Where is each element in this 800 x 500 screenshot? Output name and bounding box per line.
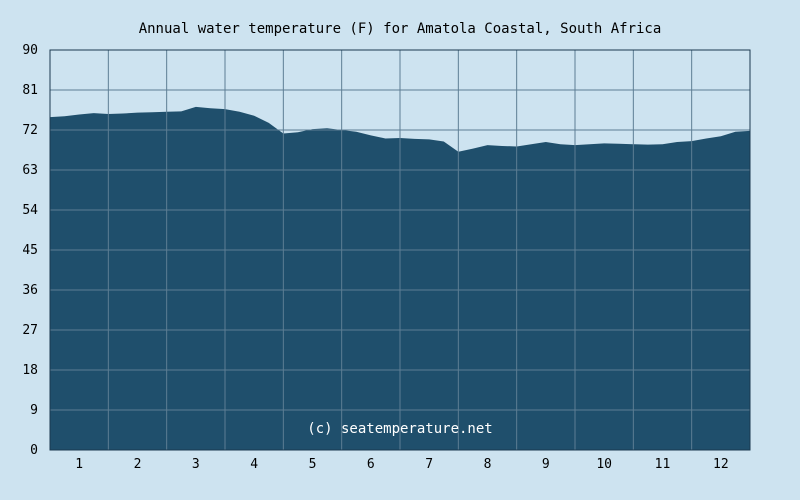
plot-frame [49, 49, 751, 451]
x-tick-label: 8 [484, 457, 492, 472]
y-tick-label: 9 [30, 403, 38, 418]
x-tick-label: 9 [542, 457, 550, 472]
credit-text: (c) seatemperature.net [307, 421, 492, 437]
x-tick-label: 6 [367, 457, 375, 472]
chart-title: Annual water temperature (F) for Amatola… [139, 21, 662, 37]
x-tick-label: 5 [309, 457, 317, 472]
y-tick-label: 36 [22, 283, 38, 298]
y-tick-label: 63 [22, 163, 38, 178]
y-tick-label: 54 [22, 203, 38, 218]
y-tick-label: 45 [22, 243, 38, 258]
x-tick-label: 2 [134, 457, 142, 472]
y-tick-label: 72 [22, 123, 38, 138]
gridlines [50, 50, 750, 450]
x-tick-label: 11 [655, 457, 671, 472]
x-tick-label: 12 [713, 457, 729, 472]
y-tick-label: 18 [22, 363, 38, 378]
x-tick-label: 4 [250, 457, 258, 472]
y-tick-label: 90 [22, 43, 38, 58]
x-tick-label: 10 [596, 457, 612, 472]
y-tick-label: 0 [30, 443, 38, 458]
x-tick-label: 1 [75, 457, 83, 472]
x-axis-ticks: 1 2 3 4 5 6 7 8 9 10 11 12 [75, 457, 728, 472]
y-axis-ticks: 0 9 18 27 36 45 54 63 72 81 90 [22, 43, 38, 458]
x-tick-label: 3 [192, 457, 200, 472]
y-tick-label: 27 [22, 323, 38, 338]
y-tick-label: 81 [22, 83, 38, 98]
x-tick-label: 7 [425, 457, 433, 472]
